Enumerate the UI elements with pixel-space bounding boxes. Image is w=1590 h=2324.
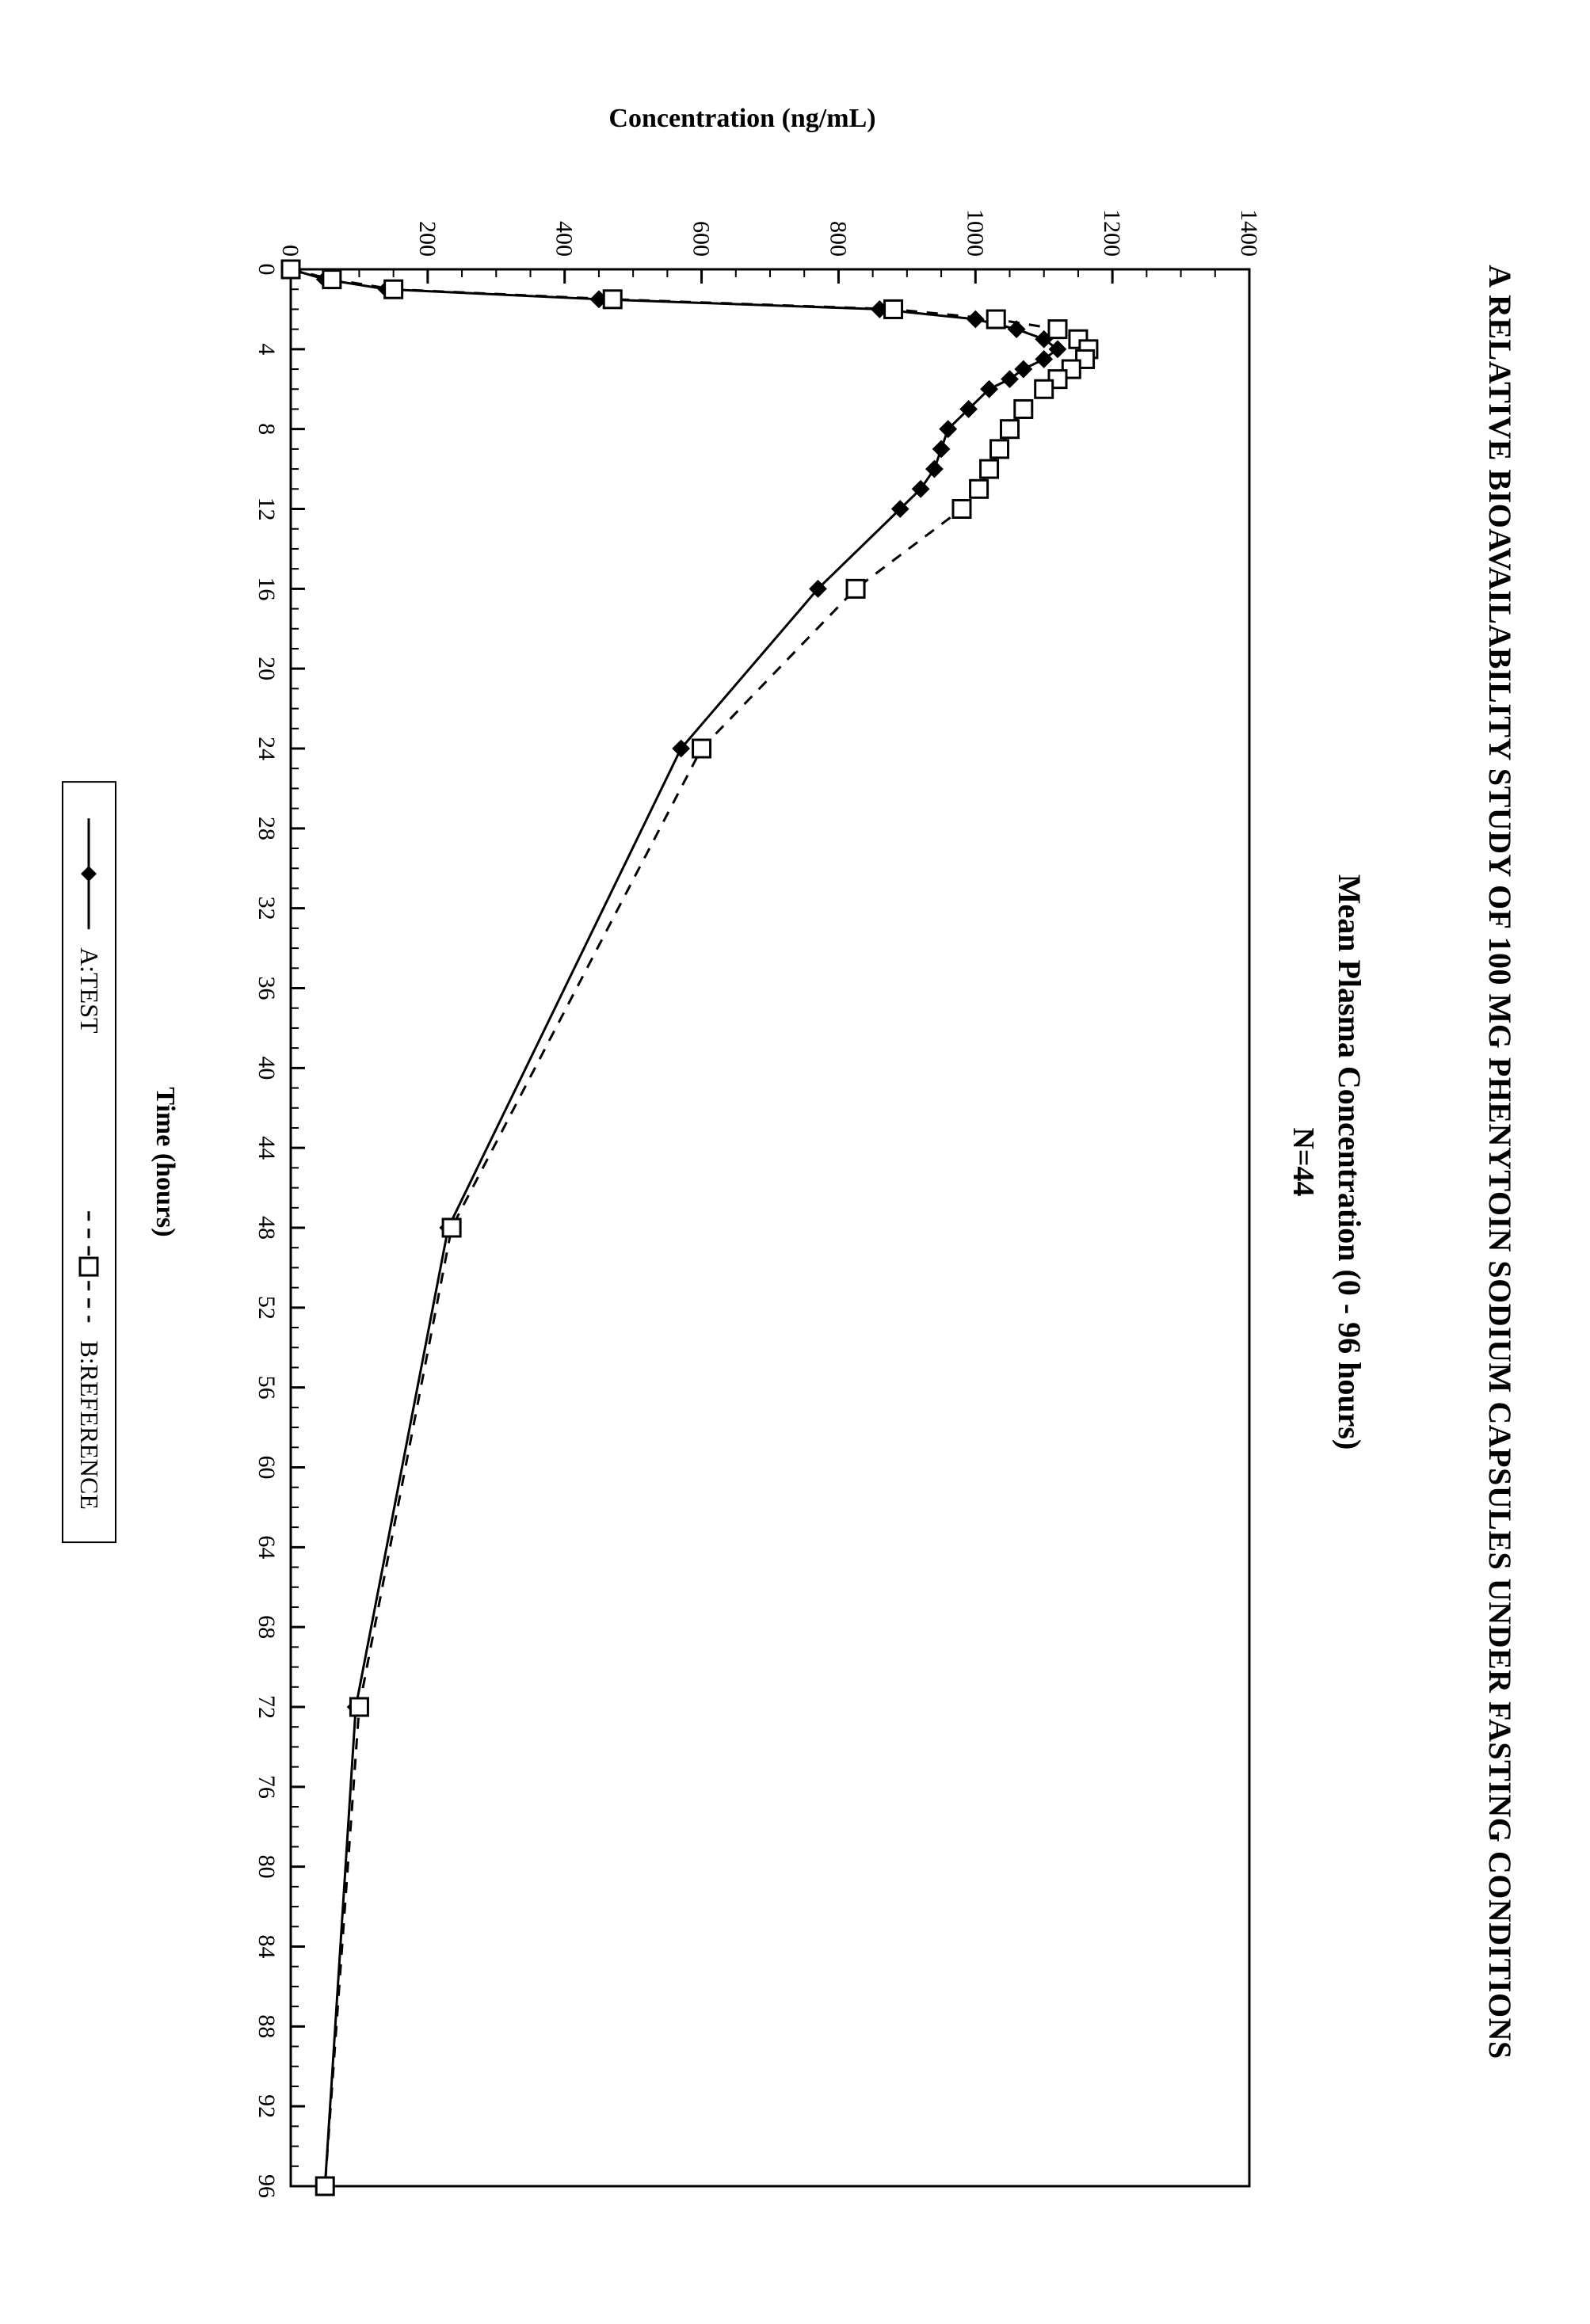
svg-text:20: 20: [254, 657, 280, 680]
document-title: A RELATIVE BIOAVAILABILITY STUDY OF 100 …: [1481, 0, 1519, 2324]
svg-text:48: 48: [254, 1216, 280, 1240]
svg-text:600: 600: [688, 221, 715, 257]
legend-item-reference: B:REFERENCE: [74, 1208, 104, 1510]
svg-text:32: 32: [254, 897, 280, 920]
svg-text:1200: 1200: [1099, 209, 1125, 257]
legend: A:TEST B:REFERENCE: [62, 781, 116, 1543]
svg-text:36: 36: [254, 977, 280, 1000]
svg-text:68: 68: [254, 1615, 280, 1639]
svg-text:12: 12: [254, 497, 280, 521]
svg-text:200: 200: [414, 221, 440, 257]
svg-text:24: 24: [254, 737, 280, 760]
svg-text:4: 4: [254, 343, 280, 355]
x-axis-label: Time (hours): [150, 0, 180, 2324]
chart-subtitle: N=44: [1286, 0, 1321, 2324]
svg-text:800: 800: [825, 221, 851, 257]
page: A RELATIVE BIOAVAILABILITY STUDY OF 100 …: [0, 0, 1590, 2324]
chart-title: Mean Plasma Concentration (0 - 96 hours): [1331, 0, 1368, 2324]
svg-text:1400: 1400: [1236, 209, 1262, 257]
legend-swatch: [76, 1208, 103, 1327]
svg-text:88: 88: [254, 2014, 280, 2038]
legend-swatch: [76, 814, 103, 933]
legend-label: B:REFERENCE: [74, 1341, 104, 1510]
line-chart: 0200400600800100012001400048121620242832…: [227, 174, 1257, 2202]
svg-text:0: 0: [277, 245, 303, 257]
svg-text:80: 80: [254, 1855, 280, 1879]
svg-text:84: 84: [254, 1935, 280, 1959]
svg-text:44: 44: [254, 1136, 280, 1160]
svg-text:400: 400: [551, 221, 578, 257]
svg-text:60: 60: [254, 1456, 280, 1480]
svg-text:76: 76: [254, 1775, 280, 1799]
legend-item-test: A:TEST: [74, 814, 104, 1033]
svg-text:92: 92: [254, 2094, 280, 2118]
svg-text:96: 96: [254, 2174, 280, 2198]
svg-text:1000: 1000: [962, 209, 988, 257]
y-axis-label: Concentration (ng/mL): [608, 104, 875, 134]
svg-text:0: 0: [254, 264, 280, 276]
svg-text:8: 8: [254, 423, 280, 435]
svg-text:16: 16: [254, 577, 280, 600]
svg-text:72: 72: [254, 1695, 280, 1719]
legend-label: A:TEST: [74, 947, 104, 1033]
svg-text:40: 40: [254, 1056, 280, 1080]
svg-text:56: 56: [254, 1376, 280, 1400]
svg-text:64: 64: [254, 1535, 280, 1559]
figure-landscape-wrapper: A RELATIVE BIOAVAILABILITY STUDY OF 100 …: [0, 0, 1590, 2324]
svg-text:52: 52: [254, 1296, 280, 1320]
svg-text:28: 28: [254, 817, 280, 840]
